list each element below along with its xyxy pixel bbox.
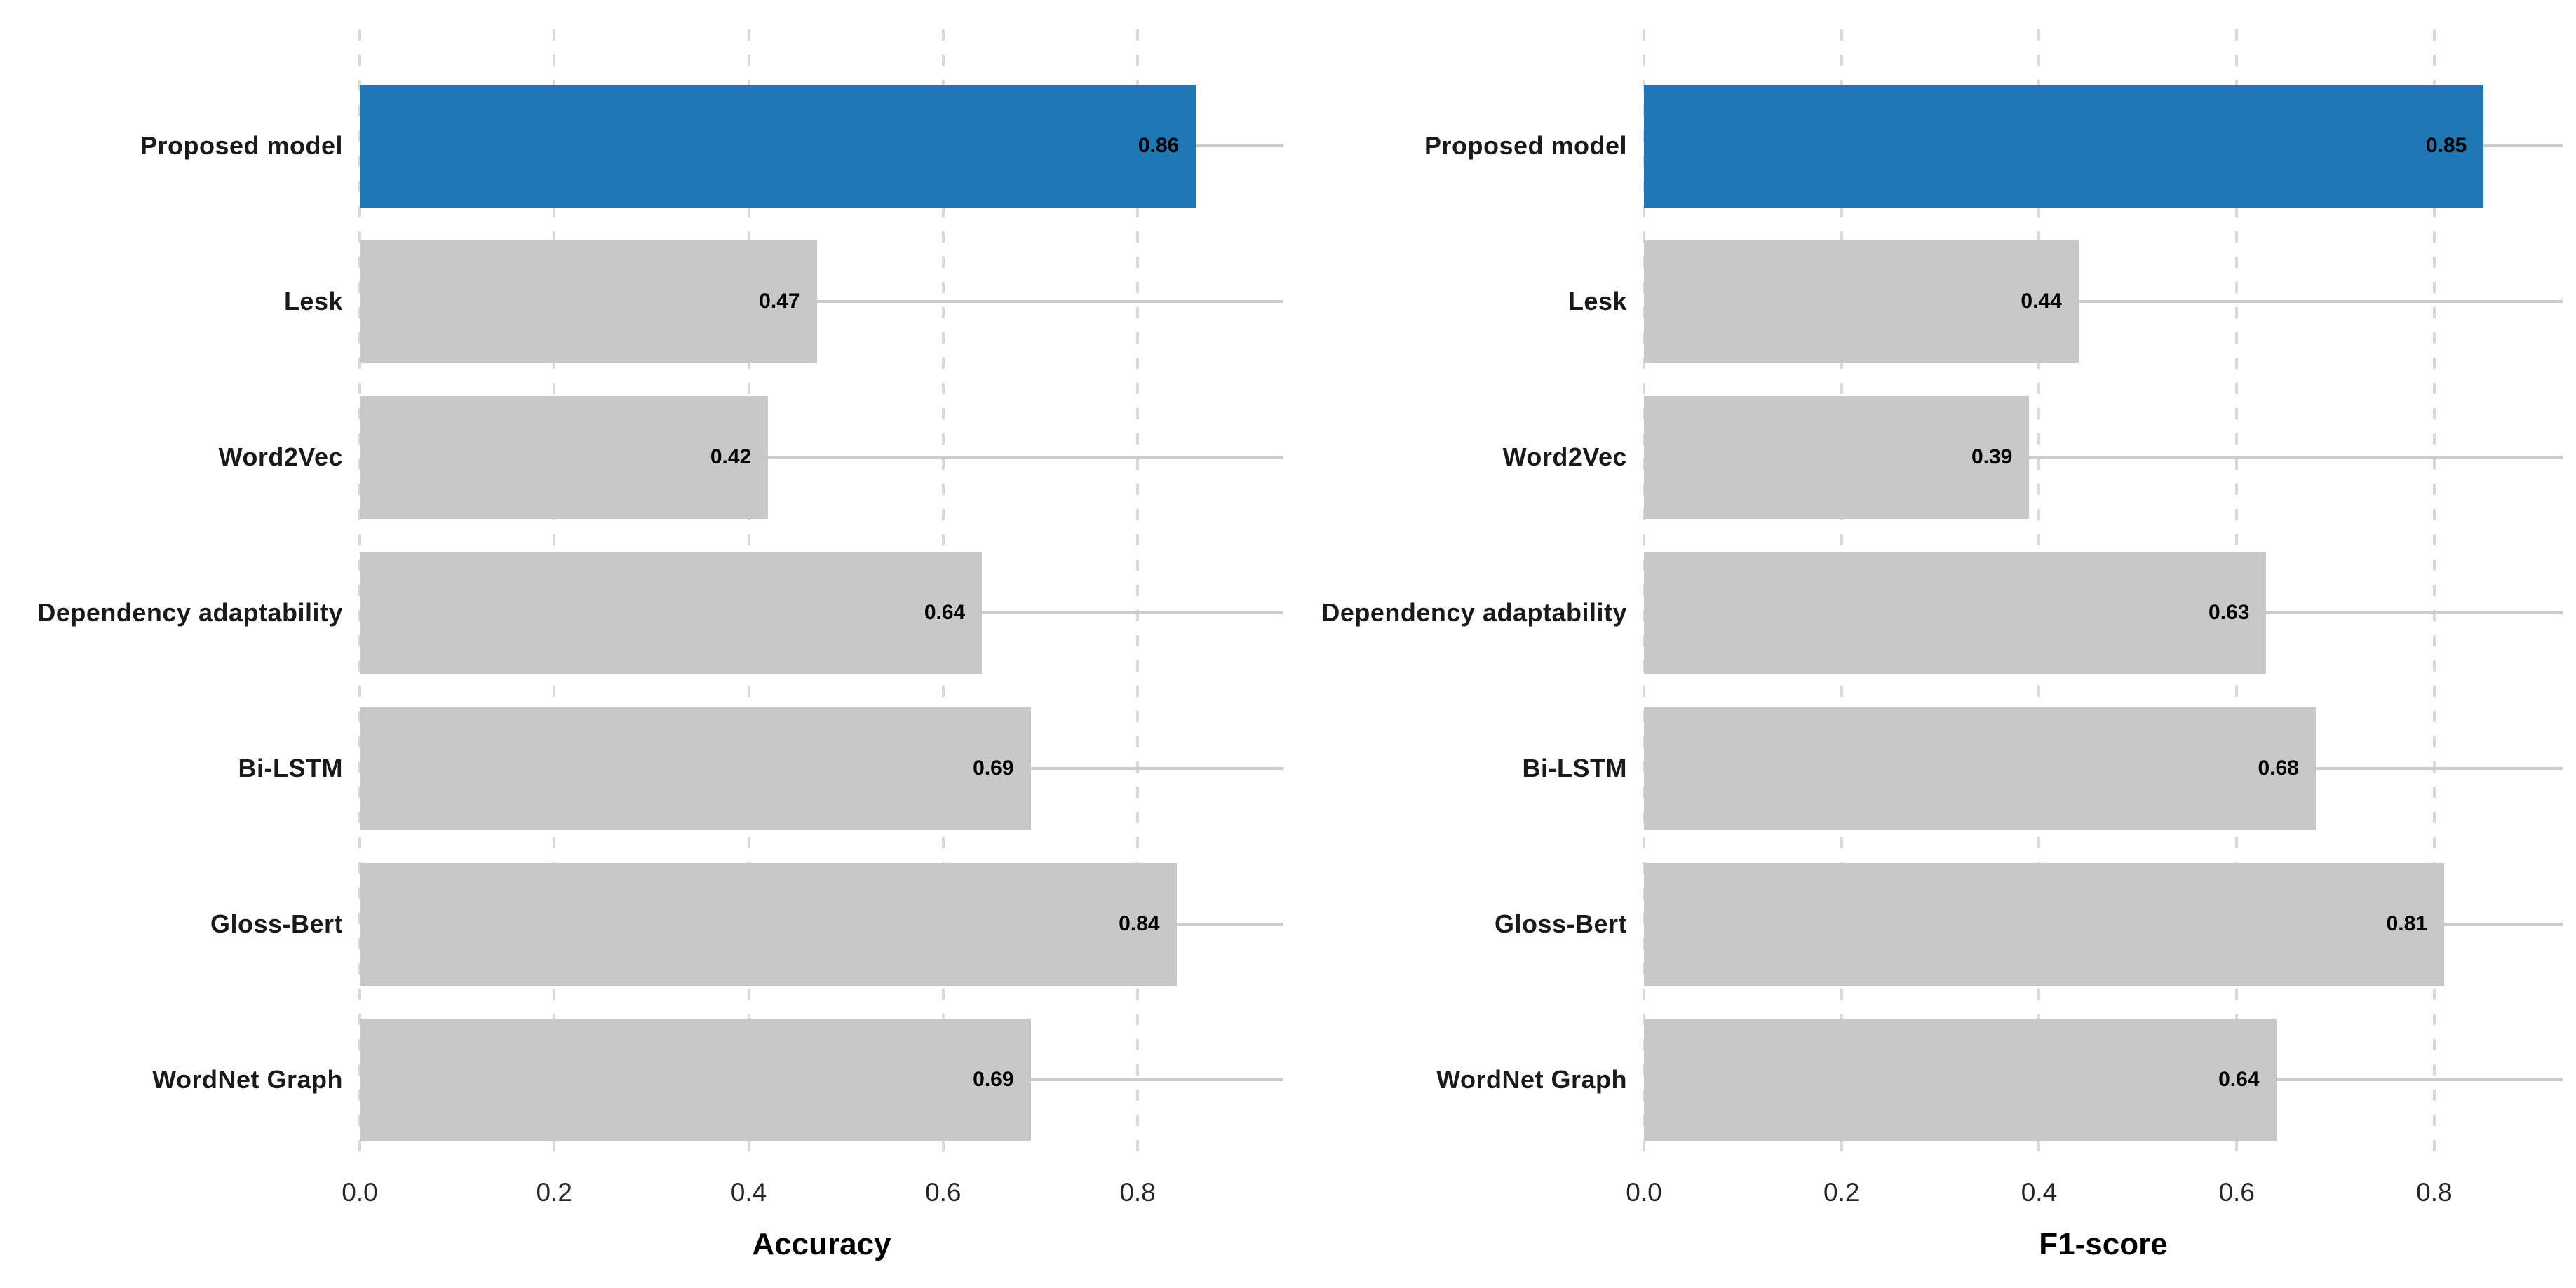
bar: 0.84 [360,862,1177,986]
category-label: Proposed model [1424,131,1627,160]
chart-f1score-plot-column: 0.85 0.44 0.39 0.63 0.68 0.81 0.64 0.0 0.2 0.4 0.… [1626,0,2563,1288]
category-label-slot: Proposed model [0,68,343,224]
x-tick-label: 0.4 [2021,1178,2058,1207]
bar-value-label: 0.69 [973,1068,1014,1091]
bar-row: 0.42 [360,379,1283,535]
category-label: Gloss-Bert [1494,909,1627,938]
category-label: Word2Vec [218,442,343,471]
bar-value-label: 0.44 [2021,290,2062,313]
category-label-slot: Word2Vec [0,379,343,535]
bar-value-label: 0.47 [759,290,800,313]
x-gridline [2432,29,2436,1160]
x-tick-label: 0.0 [1626,1178,1662,1207]
bar-value-label: 0.81 [2386,912,2427,935]
bar-row: 0.69 [360,691,1283,846]
bar-row: 0.81 [1644,846,2563,1002]
category-label: Lesk [283,287,343,316]
bar-row: 0.86 [360,68,1283,224]
bar: 0.86 [360,84,1196,208]
x-tick-label: 0.2 [1823,1178,1860,1207]
bar: 0.63 [1644,551,2267,674]
bar: 0.64 [1644,1018,2277,1141]
bar: 0.69 [360,1018,1031,1141]
bar: 0.81 [1644,862,2444,986]
category-label: Word2Vec [1502,442,1627,471]
x-tick-label: 0.8 [1119,1178,1156,1207]
bar: 0.39 [1644,395,2030,519]
bar-row: 0.44 [1644,224,2563,379]
bar-value-label: 0.86 [1138,134,1180,157]
bar: 0.44 [1644,240,2079,363]
bar-row: 0.64 [1644,1002,2563,1158]
category-label: Lesk [1567,287,1627,316]
bar-value-label: 0.63 [2209,601,2250,624]
bar: 0.47 [360,240,817,363]
chart-accuracy-bar-rows: 0.86 0.47 0.42 0.64 0.69 0.84 0.69 [360,68,1283,1158]
category-label-slot: WordNet Graph [0,1002,343,1158]
category-label: Bi-LSTM [1522,754,1627,782]
bar-row: 0.84 [360,846,1283,1002]
bar-value-label: 0.85 [2425,134,2467,157]
bar-value-label: 0.84 [1119,912,1160,935]
category-label-slot: WordNet Graph [1283,1002,1627,1158]
chart-f1score-x-axis-ticks: 0.0 0.2 0.4 0.6 0.8 [1626,1160,2563,1225]
category-label-slot: Bi-LSTM [0,691,343,846]
bar-row: 0.85 [1644,68,2563,224]
category-label-slot: Dependency adaptability [0,535,343,691]
bar: 0.85 [1644,84,2484,208]
bar-row: 0.39 [1644,379,2563,535]
chart-f1score-plot-area: 0.85 0.44 0.39 0.63 0.68 0.81 0.64 [1643,29,2563,1160]
bar-value-label: 0.68 [2258,757,2299,780]
bar: 0.64 [360,551,983,674]
chart-accuracy-plot-area: 0.86 0.47 0.42 0.64 0.69 0.84 0.69 [358,29,1283,1160]
category-label: Gloss-Bert [210,909,343,938]
chart-f1score: Proposed model Lesk Word2Vec Dependency ada… [1283,0,2576,1288]
chart-f1score-category-labels: Proposed model Lesk Word2Vec Dependency ada… [1283,0,1627,1288]
category-label-slot: Word2Vec [1283,379,1627,535]
chart-accuracy-plot-column: 0.86 0.47 0.42 0.64 0.69 0.84 0.69 0.0 0.2 0.4 0.… [342,0,1283,1288]
x-tick-label: 0.0 [342,1178,378,1207]
chart-accuracy: Proposed model Lesk Word2Vec Dependency ada… [0,0,1283,1288]
bar-value-label: 0.64 [2218,1068,2260,1091]
bar-row: 0.63 [1644,535,2563,691]
category-label-slot: Lesk [1283,224,1627,379]
category-label-slot: Gloss-Bert [1283,846,1627,1002]
bar-row: 0.69 [360,1002,1283,1158]
bar-row: 0.68 [1644,691,2563,846]
x-gridline [1136,29,1140,1160]
bar-value-label: 0.42 [710,445,752,468]
chart-accuracy-x-axis-ticks: 0.0 0.2 0.4 0.6 0.8 [342,1160,1283,1225]
bar-value-label: 0.39 [1971,445,2013,468]
bar: 0.68 [1644,707,2316,830]
category-label: Dependency adaptability [1321,598,1627,627]
chart-accuracy-category-labels: Proposed model Lesk Word2Vec Dependency ada… [0,0,343,1288]
category-label-slot: Lesk [0,224,343,379]
bar: 0.42 [360,395,769,519]
bar-value-label: 0.64 [924,601,966,624]
category-label: WordNet Graph [152,1065,343,1094]
x-tick-label: 0.6 [2218,1178,2255,1207]
category-label-slot: Bi-LSTM [1283,691,1627,846]
category-label-slot: Dependency adaptability [1283,535,1627,691]
x-tick-label: 0.4 [730,1178,767,1207]
category-label-slot: Proposed model [1283,68,1627,224]
bar: 0.69 [360,707,1031,830]
x-tick-label: 0.2 [536,1178,572,1207]
chart-f1score-x-axis-title: F1-score [2039,1227,2168,1261]
category-label: WordNet Graph [1436,1065,1627,1094]
category-label: Bi-LSTM [238,754,343,782]
category-label: Proposed model [140,131,343,160]
x-tick-label: 0.6 [925,1178,962,1207]
bar-row: 0.47 [360,224,1283,379]
x-tick-label: 0.8 [2416,1178,2453,1207]
bar-row: 0.64 [360,535,1283,691]
bar-value-label: 0.69 [973,757,1014,780]
chart-f1score-bar-rows: 0.85 0.44 0.39 0.63 0.68 0.81 0.64 [1644,68,2563,1158]
chart-accuracy-x-axis-title: Accuracy [752,1227,891,1261]
category-label: Dependency adaptability [37,598,343,627]
category-label-slot: Gloss-Bert [0,846,343,1002]
